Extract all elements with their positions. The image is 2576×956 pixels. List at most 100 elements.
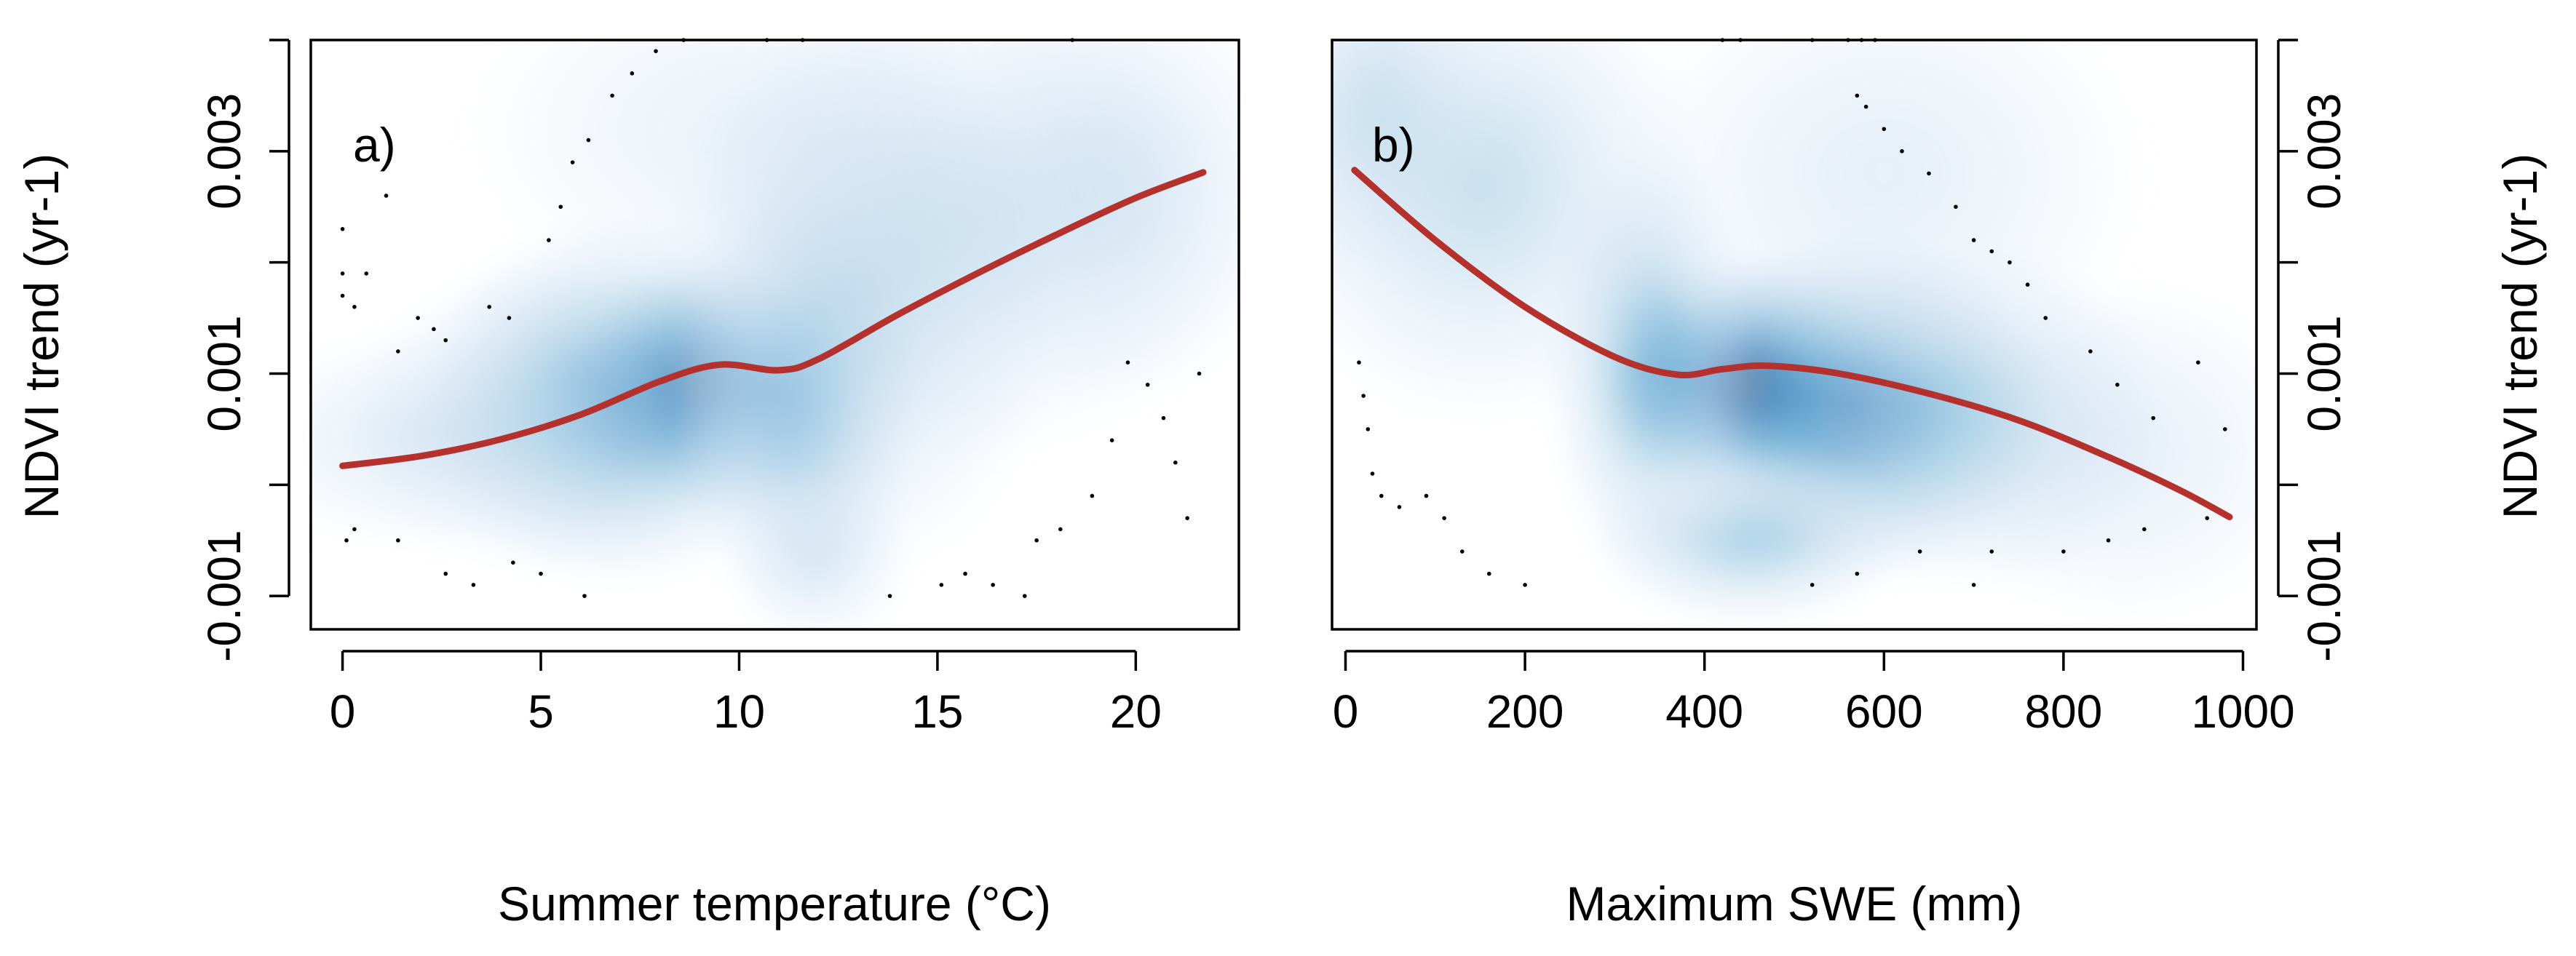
panel-b-scatter-point bbox=[2025, 282, 2030, 287]
panel-a-scatter-point bbox=[352, 304, 357, 309]
panel-b-scatter-point bbox=[1855, 93, 1860, 98]
panel-a-scatter-point bbox=[344, 538, 349, 543]
panel-b-scatter-point bbox=[1954, 204, 1958, 210]
panel-b-scatter-point bbox=[2115, 382, 2120, 387]
panel-a-scatter-point bbox=[582, 594, 587, 598]
panel-a-plot-frame bbox=[309, 39, 1240, 631]
panel-a-scatter-point bbox=[539, 571, 543, 576]
panel-a-scatter-point bbox=[396, 538, 400, 543]
panel-b-scatter-point bbox=[1370, 471, 1375, 476]
panel-b-y-tick-label: 0.003 bbox=[2298, 93, 2350, 210]
panel-b-smoother-line bbox=[1351, 167, 2233, 521]
panel-a-scatter-point bbox=[887, 594, 892, 598]
panel-b-x-axis: 0 200 400 600 800 1000 bbox=[1333, 650, 2295, 738]
panel-a-scatter-point bbox=[1145, 382, 1150, 387]
panel-a-label: a) bbox=[353, 118, 396, 172]
panel-b-density-core bbox=[1588, 451, 1911, 629]
panel-a-density-cloud bbox=[311, 40, 1239, 629]
panel-b-scatter-point bbox=[1971, 583, 1976, 587]
panel-a-scatter-point bbox=[396, 349, 400, 354]
panel-a-scatter-point bbox=[416, 316, 420, 320]
panel-b-x-tick-label: 600 bbox=[1845, 685, 1923, 738]
panel-b-scatter-point bbox=[2151, 415, 2156, 421]
panel-b-scatter-point bbox=[2196, 360, 2200, 365]
panel-a-x-axis-title: Summer temperature (°C) bbox=[498, 877, 1051, 931]
panel-a-scatter-point bbox=[340, 293, 345, 298]
panel-b-scatter-point bbox=[1927, 171, 1931, 176]
panel-b-x-tick-label: 1000 bbox=[2191, 685, 2294, 738]
panel-b-scatter-point bbox=[2043, 316, 2048, 320]
panel-a-scatter-point bbox=[1197, 371, 1202, 376]
panel-b-scatter-point bbox=[2205, 516, 2209, 520]
panel-a-scatter-point bbox=[939, 583, 944, 587]
panel-a-y-tick-label: -0.001 bbox=[198, 530, 250, 661]
panel-b-y-axis: -0.001 0.001 0.003 bbox=[2277, 39, 2350, 662]
panel-a-y-axis: -0.001 0.001 0.003 bbox=[198, 39, 290, 662]
panel-a-x-tick-label: 5 bbox=[528, 685, 554, 738]
panel-b-label: b) bbox=[1372, 118, 1415, 172]
panel-b-scatter-point bbox=[1397, 505, 1402, 509]
panel-a-scatter-point bbox=[586, 138, 591, 143]
panel-a-scatter-point bbox=[991, 583, 995, 587]
panel-a-scatter-point bbox=[630, 71, 635, 76]
panel-a-x-tick-label: 15 bbox=[911, 685, 963, 738]
panel-b-scatter-point bbox=[1863, 104, 1868, 109]
panel-b-density-core bbox=[1332, 40, 1499, 285]
panel-b-scatter-point bbox=[1855, 571, 1860, 576]
panel-b-scatter-point bbox=[2008, 260, 2012, 265]
panel-b-scatter-point bbox=[1486, 571, 1491, 576]
panel-a-y-tick-label: 0.001 bbox=[198, 315, 250, 431]
panel-a-scatter-point bbox=[610, 93, 614, 98]
panel-b-scatter-point bbox=[1424, 493, 1429, 498]
panel-b-scatter-point bbox=[1361, 394, 1366, 398]
panel-b-scatter-point bbox=[2142, 527, 2147, 532]
panel-b-y-tick-label: 0.001 bbox=[2298, 315, 2350, 431]
panel-b-scatter-point bbox=[1523, 583, 1527, 587]
panel-a-scatter-point bbox=[1109, 438, 1114, 442]
panel-a-y-axis-title: NDVI trend (yr-1) bbox=[15, 154, 68, 519]
panel-a-scatter-point bbox=[547, 238, 551, 242]
panel-a-x-tick-label: 10 bbox=[713, 685, 765, 738]
panel-a-scatter-point bbox=[384, 194, 389, 198]
panel-b-scatter-point bbox=[1379, 493, 1384, 498]
panel-b-scatter-point bbox=[1366, 427, 1371, 431]
panel-a-scatter-point bbox=[1034, 538, 1039, 543]
panel-b-scatter-point bbox=[2223, 427, 2227, 431]
panel-a-density-core bbox=[461, 40, 1017, 307]
panel-a-density-core bbox=[723, 474, 914, 629]
panel-a-y-tick-label: 0.003 bbox=[198, 93, 250, 210]
panel-a-scatter-point bbox=[1022, 594, 1027, 598]
panel-b-y-tick-label: -0.001 bbox=[2298, 530, 2350, 661]
panel-b-scatter-point bbox=[1810, 583, 1815, 587]
panel-b-scatter-point bbox=[1442, 516, 1446, 520]
panel-b-scatter-point bbox=[1989, 249, 1994, 254]
panel-a-scatter-point bbox=[443, 338, 448, 343]
panel-b-density-cloud bbox=[1332, 40, 2256, 629]
panel-a-scatter-point bbox=[364, 271, 369, 276]
panel-a-scatter-point bbox=[1161, 415, 1166, 421]
panel-a-scatter-point bbox=[443, 571, 448, 576]
panel-a-smoother-line bbox=[339, 169, 1207, 469]
panel-a-x-axis: 0 5 10 15 20 bbox=[330, 650, 1162, 738]
panel-a-x-tick-label: 20 bbox=[1110, 685, 1162, 738]
panel-a-scatter-point bbox=[507, 316, 512, 320]
panel-b-scatter-point bbox=[1882, 127, 1887, 132]
panel-a-scatter-point bbox=[654, 49, 658, 54]
panel-b-scatter-point bbox=[2088, 349, 2093, 354]
panel-a-scatter-point bbox=[511, 560, 515, 565]
panel-b-scatter-point bbox=[1357, 360, 1361, 365]
panel-a-scatter-point bbox=[487, 304, 491, 309]
panel-b-density-core bbox=[1614, 40, 2154, 396]
panel-b-scatter-point bbox=[1900, 149, 1904, 154]
panel-a-scatter-point bbox=[963, 571, 967, 576]
panel-b-scatter-point bbox=[1989, 549, 1994, 554]
panel-a-x-tick-label: 0 bbox=[330, 685, 356, 738]
panel-b-x-tick-label: 800 bbox=[2025, 685, 2103, 738]
panel-a-scatter-point bbox=[340, 271, 345, 276]
panel-a-scatter-point bbox=[432, 327, 436, 332]
panel-a-scatter-point bbox=[570, 160, 575, 164]
panel-b: b) 0 200 400 600 800 1000 -0.001 0.001 0.003 Ma… bbox=[1331, 38, 2547, 931]
panel-b-x-tick-label: 400 bbox=[1665, 685, 1743, 738]
panel-b-scatter-point bbox=[1971, 238, 1976, 242]
panel-b-x-tick-label: 0 bbox=[1333, 685, 1359, 738]
